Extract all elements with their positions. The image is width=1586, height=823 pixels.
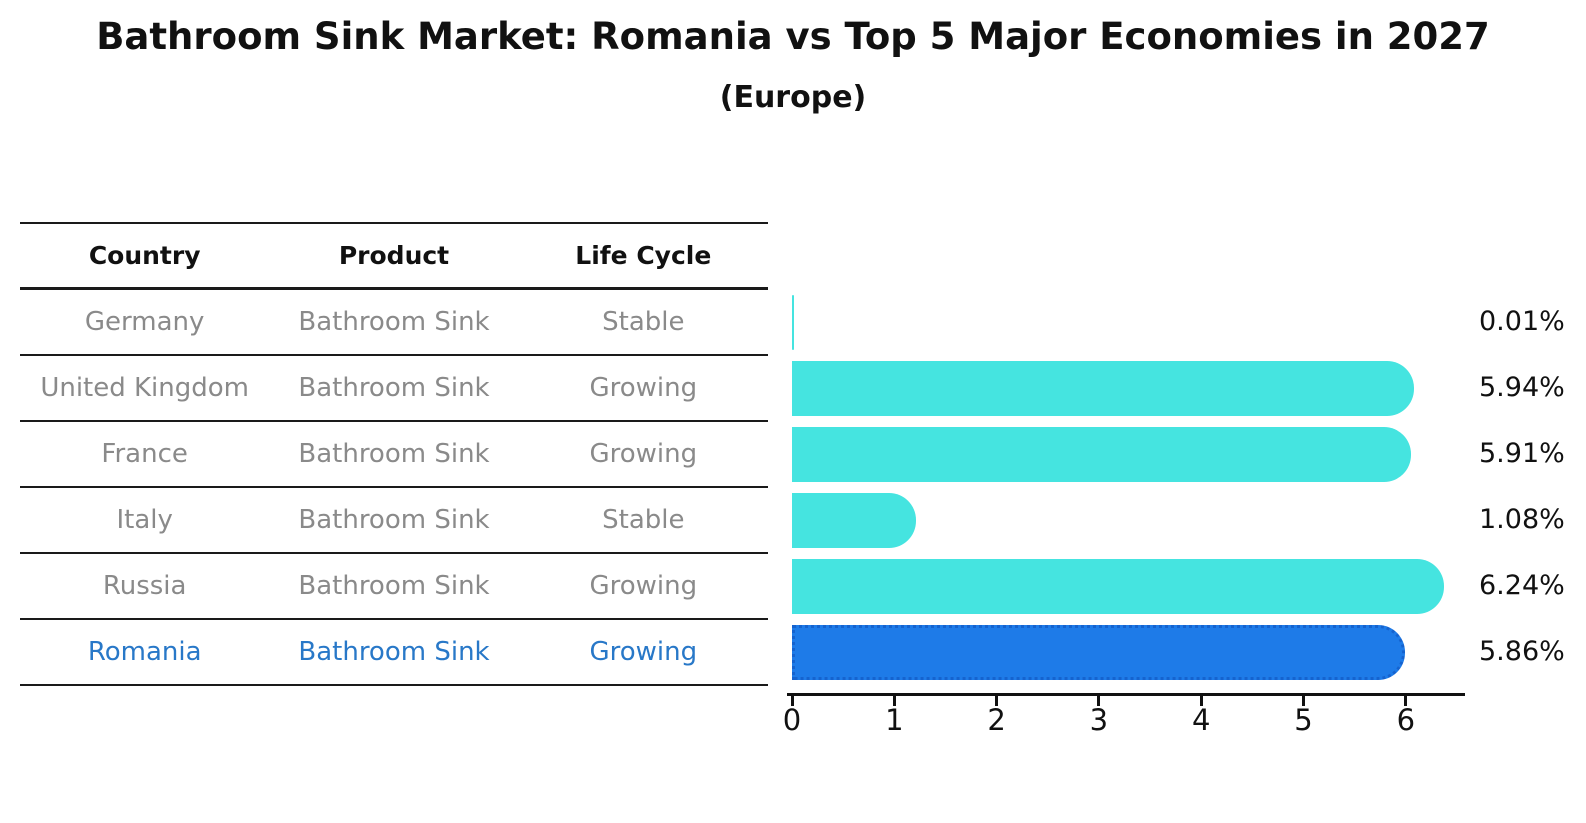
table-row-russia: Russia Bathroom Sink Growing — [20, 554, 768, 620]
chart-subtitle: (Europe) — [719, 80, 867, 115]
table-cell-product: Bathroom Sink — [298, 307, 490, 337]
x-axis-tick-label: 0 — [782, 703, 802, 737]
table-row-france: France Bathroom Sink Growing — [20, 422, 768, 488]
table-row-italy: Italy Bathroom Sink Stable — [20, 488, 768, 554]
table-row-romania: Romania Bathroom Sink Growing — [20, 620, 768, 686]
bar-united-kingdom — [792, 360, 1414, 416]
bar-value-label: 0.01% — [1479, 306, 1565, 337]
table-cell-product: Bathroom Sink — [298, 505, 490, 535]
table-row-united-kingdom: United Kingdom Bathroom Sink Growing — [20, 356, 768, 422]
x-axis-tick-label: 6 — [1396, 703, 1416, 737]
table-row-germany: Germany Bathroom Sink Stable — [20, 290, 768, 356]
x-axis-tick-label: 3 — [1089, 703, 1109, 737]
table-cell-life-cycle: Growing — [589, 373, 698, 403]
table-cell-country: Germany — [84, 307, 205, 337]
table-cell-country: United Kingdom — [40, 373, 249, 403]
bar-value-label: 5.91% — [1479, 438, 1565, 469]
x-axis-line — [787, 693, 1465, 696]
table-header-row: Country Product Life Cycle — [20, 222, 768, 290]
x-axis-tick-label: 1 — [885, 703, 904, 737]
table-cell-life-cycle: Stable — [602, 505, 685, 535]
bar-germany — [792, 294, 794, 350]
table-cell-country: Romania — [87, 637, 202, 667]
table-cell-life-cycle: Growing — [589, 637, 698, 667]
bar-italy — [792, 492, 917, 548]
x-axis-tick — [1302, 696, 1305, 706]
x-axis-tick — [1097, 696, 1101, 706]
x-axis-tick — [1404, 696, 1408, 706]
bar-romania — [792, 624, 1406, 680]
x-axis-tick — [892, 696, 896, 706]
bar-value-label: 5.94% — [1479, 372, 1565, 403]
table-cell-country: Italy — [116, 505, 173, 535]
x-axis-tick-label: 2 — [987, 703, 1006, 737]
table-cell-country: France — [101, 439, 188, 469]
bar-value-label: 5.86% — [1479, 636, 1565, 667]
table-header-country: Country — [88, 241, 201, 270]
table-cell-product: Bathroom Sink — [298, 373, 490, 403]
x-axis-tick-label: 4 — [1191, 703, 1211, 737]
bar-france — [792, 426, 1411, 482]
country-table: Country Product Life Cycle Germany Bathro… — [20, 222, 768, 686]
bar-value-label: 6.24% — [1479, 570, 1565, 601]
chart-title: Bathroom Sink Market: Romania vs Top 5 M… — [96, 15, 1490, 58]
table-cell-life-cycle: Stable — [602, 307, 685, 337]
x-axis-tick — [995, 696, 999, 706]
table-header-life-cycle: Life Cycle — [575, 241, 712, 270]
bar-value-label: 1.08% — [1479, 504, 1565, 535]
table-cell-product: Bathroom Sink — [298, 571, 490, 601]
table-cell-product: Bathroom Sink — [298, 439, 490, 469]
table-header-product: Product — [338, 241, 450, 270]
table-cell-product: Bathroom Sink — [298, 637, 490, 667]
table-cell-country: Russia — [102, 571, 187, 601]
x-axis-tick — [1199, 696, 1203, 706]
table-cell-life-cycle: Growing — [589, 571, 698, 601]
x-axis-tick — [790, 696, 794, 706]
table-cell-life-cycle: Growing — [589, 439, 698, 469]
table-body: Germany Bathroom Sink Stable United Kingdom… — [20, 290, 768, 686]
x-axis-tick-label: 5 — [1294, 703, 1313, 737]
bar-russia — [792, 558, 1445, 614]
